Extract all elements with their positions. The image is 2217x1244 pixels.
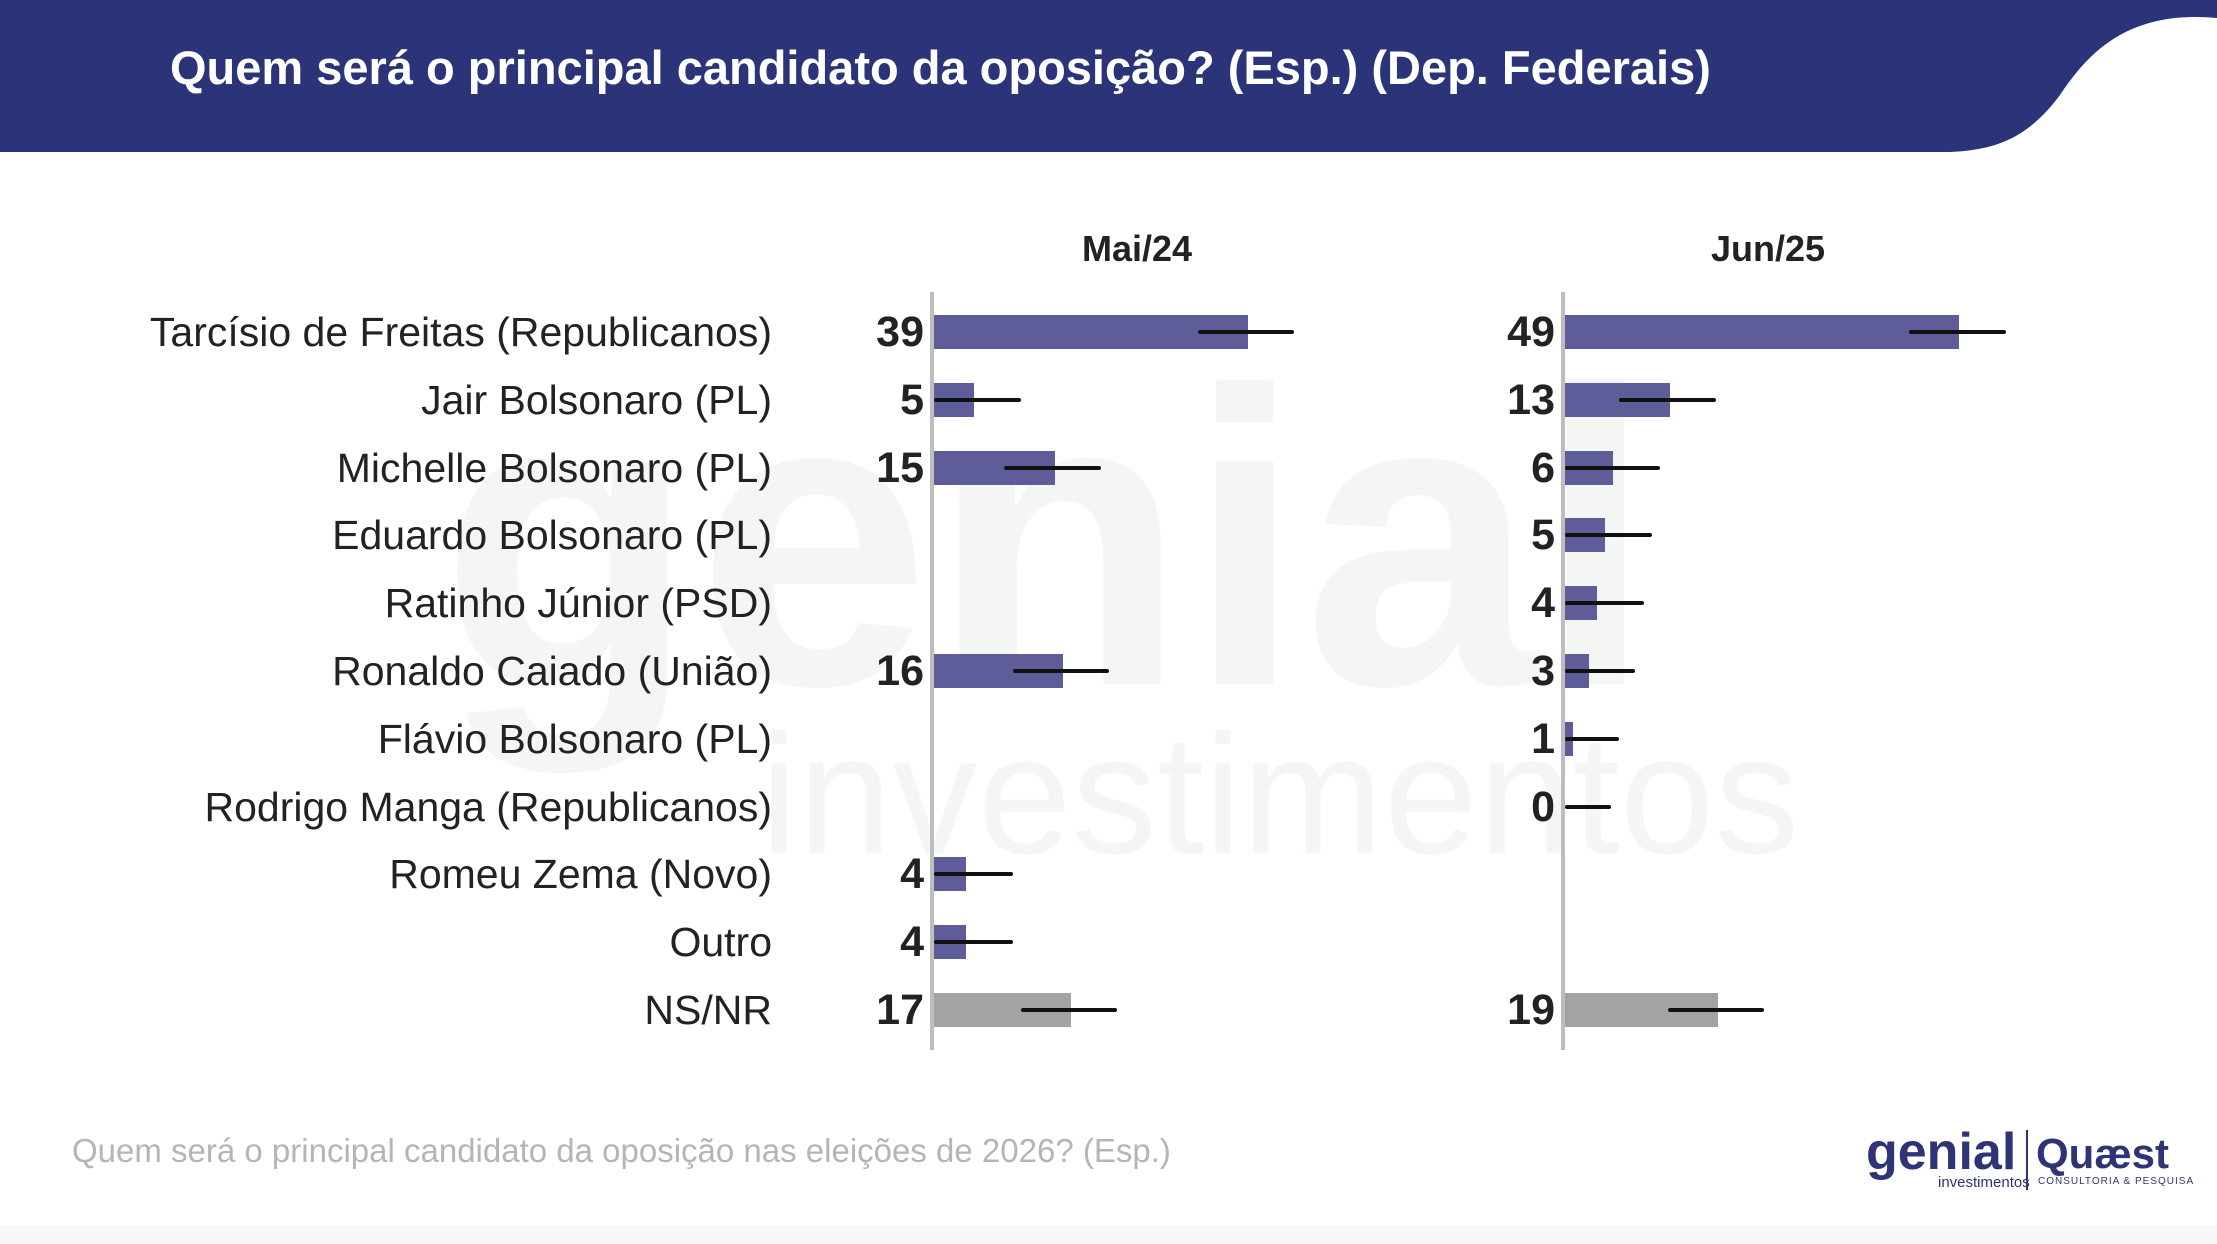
row-label-ns-nr: NS/NR [644, 987, 772, 1033]
value-label-jun-25-flavio-bolsonaro-pl: 1 [1531, 714, 1555, 763]
error-bar-jun-25-flavio-bolsonaro-pl [1565, 736, 1620, 741]
page-title: Quem será o principal candidato da oposi… [170, 41, 1711, 94]
genial-logo: genial [1866, 1123, 2017, 1181]
value-label-mai-24-tarcisio-de-freitas-republicanos: 39 [876, 308, 924, 356]
error-bar-jun-25-eduardo-bolsonaro-pl [1565, 533, 1652, 538]
header-banner: Quem será o principal candidato da oposi… [0, 0, 2217, 152]
error-bar-jun-25-ratinho-junior-psd [1565, 601, 1644, 606]
error-bar-jun-25-ronaldo-caiado-uniao [1565, 669, 1636, 673]
value-label-jun-25-ratinho-junior-psd: 4 [1531, 579, 1555, 628]
value-label-mai-24-michelle-bolsonaro-pl: 15 [876, 443, 924, 492]
value-label-mai-24-outro: 4 [900, 918, 924, 967]
error-bar-jun-25-michelle-bolsonaro-pl [1565, 465, 1660, 470]
error-bar-mai-24-jair-bolsonaro-pl [934, 397, 1021, 402]
row-label-michelle-bolsonaro-pl: Michelle Bolsonaro (PL) [336, 444, 772, 491]
error-bar-jun-25-tarcisio-de-freitas-republicanos [1909, 330, 2006, 334]
value-label-jun-25-ns-nr: 19 [1507, 986, 1555, 1034]
bar-jun-25-tarcisio-de-freitas-republicanos [1565, 315, 1960, 349]
row-label-rodrigo-manga-republicanos: Rodrigo Manga (Republicanos) [204, 783, 772, 830]
axis-line-jun-25 [1561, 292, 1565, 1050]
quaest-logo-sub: CONSULTORIA & PESQUISA [2038, 1176, 2195, 1187]
bottom-band [0, 1226, 2217, 1244]
value-label-jun-25-rodrigo-manga-republicanos: 0 [1531, 782, 1555, 831]
error-bar-jun-25-jair-bolsonaro-pl [1619, 397, 1716, 402]
error-bar-mai-24-tarcisio-de-freitas-republicanos [1197, 330, 1295, 334]
logo-separator [2026, 1130, 2028, 1190]
value-label-jun-25-ronaldo-caiado-uniao: 3 [1531, 647, 1555, 695]
column-header-mai-24: Mai/24 [1081, 228, 1193, 269]
row-label-outro: Outro [669, 919, 772, 966]
error-bar-mai-24-ronaldo-caiado-uniao [1012, 669, 1110, 673]
value-label-mai-24-ns-nr: 17 [876, 986, 924, 1034]
value-label-jun-25-michelle-bolsonaro-pl: 6 [1531, 443, 1555, 492]
error-bar-mai-24-romeu-zema-novo [934, 872, 1013, 877]
value-label-jun-25-tarcisio-de-freitas-republicanos: 49 [1507, 308, 1555, 356]
value-label-jun-25-eduardo-bolsonaro-pl: 5 [1531, 511, 1555, 560]
logos: genial investimentos Quæst CONSULTORIA &… [1866, 1123, 2193, 1196]
row-label-jair-bolsonaro-pl: Jair Bolsonaro (PL) [421, 376, 772, 423]
row-label-tarcisio-de-freitas-republicanos: Tarcísio de Freitas (Republicanos) [149, 309, 772, 355]
error-bar-jun-25-rodrigo-manga-republicanos [1565, 804, 1612, 809]
genial-logo-sub: investimentos [1938, 1174, 2030, 1191]
value-label-mai-24-romeu-zema-novo: 4 [900, 850, 924, 899]
row-label-romeu-zema-novo: Romeu Zema (Novo) [389, 851, 772, 898]
value-label-jun-25-jair-bolsonaro-pl: 13 [1507, 375, 1555, 424]
row-label-ronaldo-caiado-uniao: Ronaldo Caiado (União) [332, 648, 772, 694]
bar-mai-24-tarcisio-de-freitas-republicanos [934, 315, 1248, 349]
value-label-mai-24-jair-bolsonaro-pl: 5 [900, 375, 924, 424]
error-bar-mai-24-ns-nr [1020, 1008, 1118, 1012]
quaest-logo: Quæst [2036, 1130, 2170, 1177]
column-header-jun-25: Jun/25 [1710, 228, 1826, 269]
row-label-eduardo-bolsonaro-pl: Eduardo Bolsonaro (PL) [332, 512, 772, 559]
axis-line-mai-24 [930, 292, 934, 1050]
error-bar-mai-24-michelle-bolsonaro-pl [1004, 465, 1102, 470]
error-bar-mai-24-outro [934, 940, 1013, 945]
footer-question: Quem será o principal candidato da oposi… [72, 1132, 1171, 1169]
row-label-flavio-bolsonaro-pl: Flávio Bolsonaro (PL) [377, 715, 772, 762]
header-shape [0, 0, 2217, 152]
value-label-mai-24-ronaldo-caiado-uniao: 16 [876, 647, 924, 695]
error-bar-jun-25-ns-nr [1667, 1008, 1765, 1012]
row-label-ratinho-junior-psd: Ratinho Júnior (PSD) [384, 580, 772, 627]
